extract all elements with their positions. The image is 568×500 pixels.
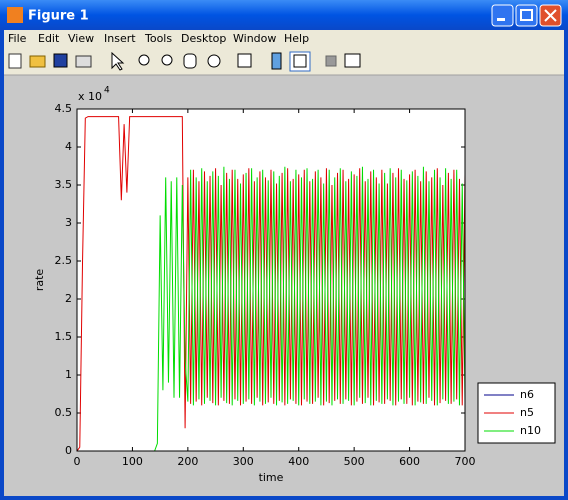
close-icon <box>544 9 557 22</box>
legend-icon <box>293 54 307 68</box>
menu-item[interactable]: File <box>8 32 27 45</box>
legend-label: n5 <box>520 406 534 419</box>
toolbar <box>4 48 564 75</box>
maximize-icon <box>520 9 533 21</box>
save-icon[interactable] <box>53 53 68 68</box>
y-tick-label: 4 <box>65 140 72 153</box>
menu-item[interactable]: Window <box>233 32 276 45</box>
minimize-icon <box>497 18 505 21</box>
data-cursor-icon[interactable] <box>237 53 252 68</box>
print-icon[interactable] <box>75 55 92 68</box>
y-tick-label: 4.5 <box>55 102 73 115</box>
series-line <box>76 116 466 452</box>
title-bar <box>0 0 568 30</box>
new-icon[interactable] <box>8 53 22 69</box>
x-axis-label: time <box>259 471 284 484</box>
minimize-button[interactable] <box>491 4 514 27</box>
x-tick-label: 0 <box>74 455 81 468</box>
y-multiplier: x 10 <box>78 90 102 103</box>
y-tick-label: 0 <box>65 444 72 457</box>
menu-item[interactable]: Desktop <box>181 32 226 45</box>
zoom-out-icon[interactable] <box>161 54 173 66</box>
menu-item[interactable]: View <box>68 32 94 45</box>
y-tick-label: 2.5 <box>55 254 73 267</box>
legend-label: n10 <box>520 424 541 437</box>
menu-item[interactable]: Edit <box>38 32 60 45</box>
toolbar-icons <box>8 51 361 72</box>
x-tick-label: 300 <box>233 455 254 468</box>
menu-item[interactable]: Insert <box>104 32 136 45</box>
y-tick-label: 3.5 <box>55 178 73 191</box>
legend-label: n6 <box>520 388 534 401</box>
window-title: Figure 1 <box>28 9 89 24</box>
maximize-button[interactable] <box>515 4 538 27</box>
x-tick-label: 400 <box>288 455 309 468</box>
y-axis-label: rate <box>33 269 46 292</box>
y-multiplier-exponent: 4 <box>104 86 110 96</box>
y-tick-label: 1.5 <box>55 330 73 343</box>
y-tick-label: 1 <box>65 368 72 381</box>
dock-icon[interactable] <box>344 53 361 68</box>
app-icon <box>7 7 23 23</box>
x-tick-label: 700 <box>455 455 476 468</box>
hide-tools-icon[interactable] <box>325 55 337 67</box>
x-tick-label: 500 <box>344 455 365 468</box>
x-tick-label: 600 <box>399 455 420 468</box>
y-tick-label: 2 <box>65 292 72 305</box>
pointer-icon[interactable] <box>111 51 125 71</box>
menu-item[interactable]: Help <box>284 32 309 45</box>
axes-box <box>76 108 466 452</box>
menu-bar <box>4 30 564 48</box>
y-tick-label: 3 <box>65 216 72 229</box>
open-icon[interactable] <box>29 55 46 68</box>
x-tick-label: 100 <box>122 455 143 468</box>
x-tick-label: 200 <box>177 455 198 468</box>
rotate-icon[interactable] <box>207 54 221 68</box>
pan-icon[interactable] <box>183 53 197 69</box>
colorbar-icon[interactable] <box>271 52 282 70</box>
zoom-in-icon[interactable] <box>138 54 150 66</box>
y-tick-label: 0.5 <box>55 406 73 419</box>
menu-item[interactable]: Tools <box>144 32 172 45</box>
